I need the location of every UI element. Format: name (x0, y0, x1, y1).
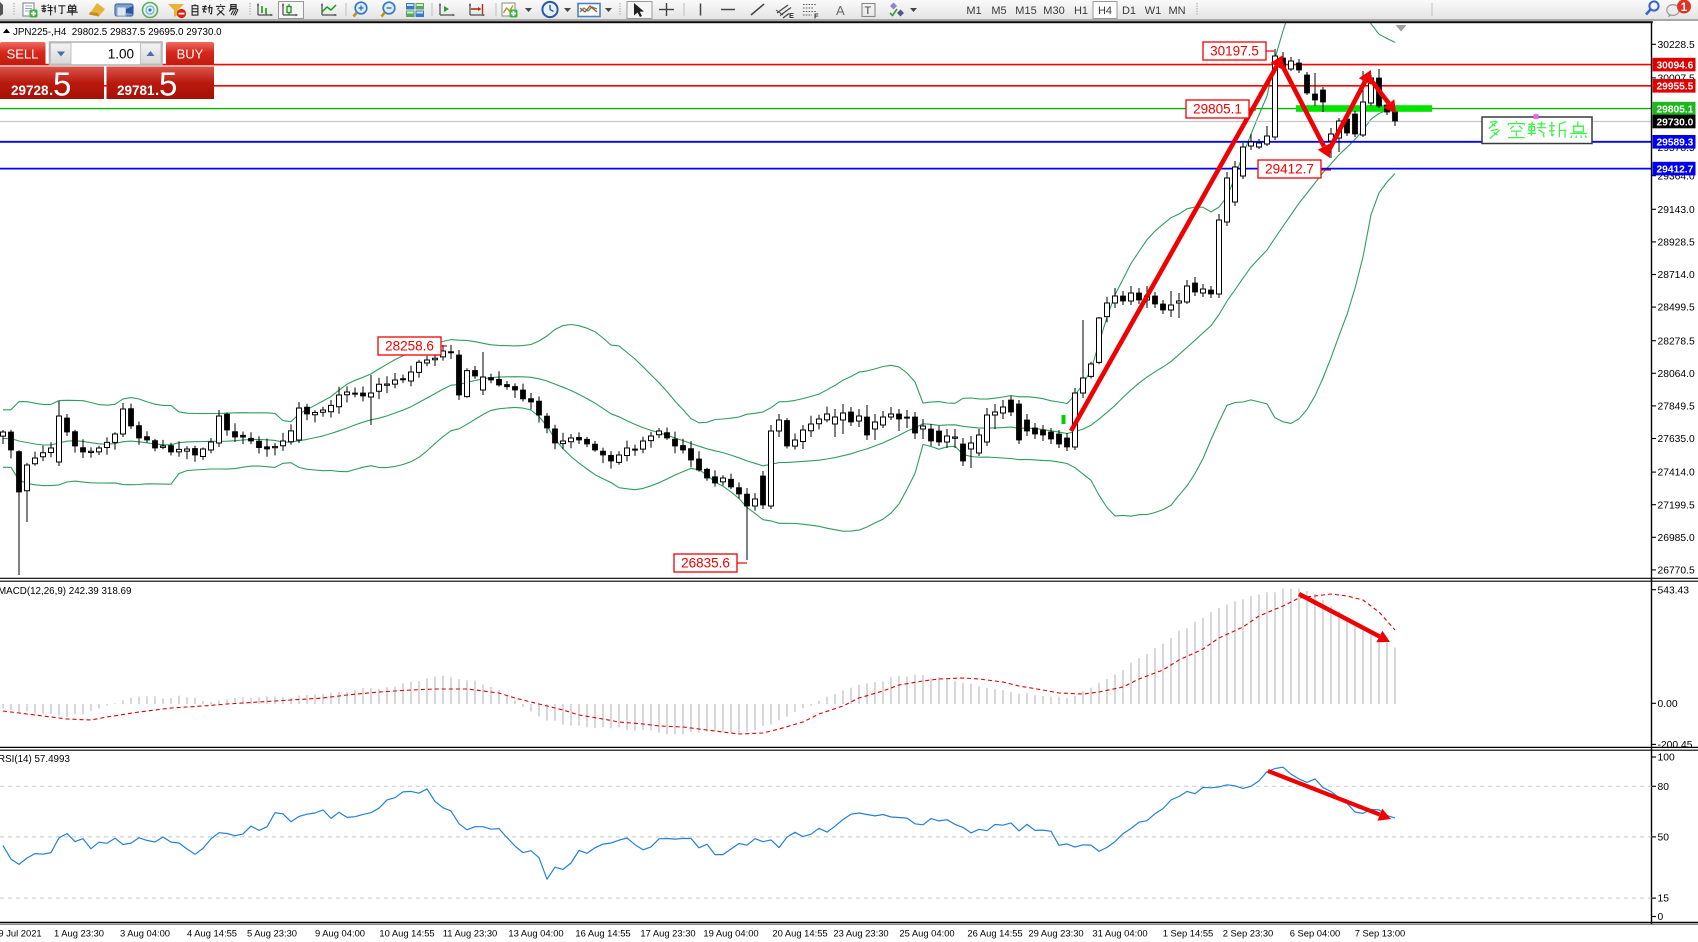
svg-text:1 Sep 14:55: 1 Sep 14:55 (1163, 928, 1214, 939)
svg-text:1: 1 (1681, 2, 1688, 14)
svg-text:25 Aug 04:00: 25 Aug 04:00 (899, 928, 954, 939)
svg-text:27199.5: 27199.5 (1658, 500, 1695, 511)
svg-text:29364.0: 29364.0 (1658, 171, 1695, 182)
svg-text:-200.45: -200.45 (1658, 740, 1693, 751)
svg-text:27414.0: 27414.0 (1658, 468, 1695, 479)
svg-text:29412.7: 29412.7 (1657, 164, 1694, 175)
svg-text:80: 80 (1658, 782, 1670, 793)
svg-text:T: T (865, 5, 872, 17)
svg-text:9 Aug 04:00: 9 Aug 04:00 (315, 928, 365, 939)
svg-text:26770.5: 26770.5 (1658, 566, 1695, 577)
svg-text:15: 15 (1658, 894, 1670, 905)
svg-text:0.00: 0.00 (1658, 699, 1678, 710)
svg-text:30228.5: 30228.5 (1658, 40, 1695, 51)
svg-text:1.00: 1.00 (108, 47, 134, 62)
svg-text:28499.5: 28499.5 (1658, 303, 1695, 314)
svg-text:1 Aug 23:30: 1 Aug 23:30 (54, 928, 104, 939)
svg-text:M5: M5 (991, 5, 1006, 17)
svg-text:.: . (49, 82, 53, 99)
svg-text:20 Aug 14:55: 20 Aug 14:55 (772, 928, 827, 939)
svg-text:29728: 29728 (11, 83, 49, 98)
svg-text:29589.3: 29589.3 (1657, 138, 1694, 149)
svg-text:MN: MN (1168, 5, 1185, 17)
svg-text:19 Aug 04:00: 19 Aug 04:00 (703, 928, 758, 939)
svg-text:29578.5: 29578.5 (1658, 143, 1695, 154)
svg-text:29781: 29781 (117, 83, 155, 98)
svg-text:0: 0 (1658, 912, 1664, 923)
svg-text:M1: M1 (966, 5, 981, 17)
svg-text:13 Aug 04:00: 13 Aug 04:00 (508, 928, 563, 939)
svg-text:28928.5: 28928.5 (1658, 238, 1695, 249)
svg-text:9 Jul 2021: 9 Jul 2021 (0, 928, 42, 939)
svg-text:H1: H1 (1074, 5, 1088, 17)
svg-text:D1: D1 (1122, 5, 1136, 17)
svg-text:E: E (789, 11, 794, 20)
svg-text:.: . (155, 82, 159, 99)
svg-text:30197.5: 30197.5 (1210, 44, 1259, 59)
svg-text:29730.0: 29730.0 (1657, 117, 1694, 128)
svg-text:5: 5 (53, 66, 71, 103)
svg-text:27849.5: 27849.5 (1658, 402, 1695, 413)
svg-text:11 Aug 23:30: 11 Aug 23:30 (443, 928, 498, 939)
svg-text:RSI(14) 57.4993: RSI(14) 57.4993 (0, 754, 70, 765)
svg-text:31 Aug 04:00: 31 Aug 04:00 (1092, 928, 1147, 939)
svg-text:543.43: 543.43 (1658, 585, 1690, 596)
svg-text:27635.0: 27635.0 (1658, 434, 1695, 445)
svg-text:29805.1: 29805.1 (1657, 104, 1694, 115)
svg-text:28278.5: 28278.5 (1658, 336, 1695, 347)
svg-text:5: 5 (159, 66, 177, 103)
svg-text:29955.5: 29955.5 (1657, 82, 1694, 93)
svg-text:2 Sep 23:30: 2 Sep 23:30 (1223, 928, 1274, 939)
svg-text:SELL: SELL (7, 47, 39, 62)
svg-text:3 Aug 04:00: 3 Aug 04:00 (120, 928, 170, 939)
svg-text:16 Aug 14:55: 16 Aug 14:55 (575, 928, 630, 939)
svg-text:17 Aug 23:30: 17 Aug 23:30 (640, 928, 695, 939)
svg-text:4 Aug 14:55: 4 Aug 14:55 (187, 928, 237, 939)
svg-text:30094.6: 30094.6 (1657, 60, 1694, 71)
svg-text:10 Aug 14:55: 10 Aug 14:55 (379, 928, 434, 939)
svg-text:23 Aug 23:30: 23 Aug 23:30 (833, 928, 888, 939)
svg-text:W1: W1 (1145, 5, 1162, 17)
svg-text:JPN225-,H4 29802.5 29837.5 29: JPN225-,H4 29802.5 29837.5 29695.0 29730… (13, 27, 222, 38)
svg-text:F: F (814, 12, 819, 21)
svg-text:5 Aug 23:30: 5 Aug 23:30 (247, 928, 297, 939)
svg-text:29805.1: 29805.1 (1193, 102, 1242, 117)
svg-text:BUY: BUY (177, 47, 204, 62)
svg-text:28258.6: 28258.6 (385, 339, 434, 354)
svg-text:H4: H4 (1098, 5, 1112, 17)
svg-text:28064.0: 28064.0 (1658, 369, 1695, 380)
svg-text:28714.0: 28714.0 (1658, 270, 1695, 281)
svg-text:26985.0: 26985.0 (1658, 533, 1695, 544)
svg-text:29 Aug 23:30: 29 Aug 23:30 (1028, 928, 1083, 939)
svg-text:7 Sep 13:00: 7 Sep 13:00 (1355, 928, 1406, 939)
svg-text:M30: M30 (1043, 5, 1064, 17)
svg-text:29143.0: 29143.0 (1658, 205, 1695, 216)
svg-text:M15: M15 (1015, 5, 1036, 17)
svg-text:6 Sep 04:00: 6 Sep 04:00 (1290, 928, 1341, 939)
svg-text:MACD(12,26,9) 242.39 318.69: MACD(12,26,9) 242.39 318.69 (0, 586, 131, 597)
svg-text:26 Aug 14:55: 26 Aug 14:55 (967, 928, 1022, 939)
svg-text:29412.7: 29412.7 (1265, 162, 1314, 177)
svg-text:100: 100 (1658, 753, 1675, 764)
svg-text:A: A (836, 3, 845, 18)
svg-text:50: 50 (1658, 833, 1670, 844)
svg-text:26835.6: 26835.6 (681, 556, 730, 571)
